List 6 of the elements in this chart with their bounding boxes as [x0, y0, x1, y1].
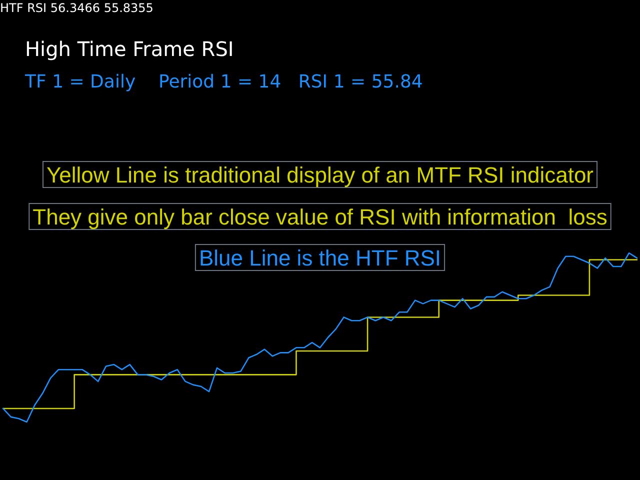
text: HTF RSI 56.3466 55.8355 — [0, 1, 154, 15]
chart-subtitle: TF 1 = Daily Period 1 = 14 RSI 1 = 55.84 — [24, 72, 423, 92]
text: Yellow Line is traditional display of an MTF RSI indicator — [46, 162, 594, 188]
annotation: Blue Line is the HTF RSI — [198, 246, 442, 270]
text: They give only bar close value of RSI with information loss — [32, 204, 608, 230]
chart-title: High Time Frame RSI — [25, 37, 234, 61]
